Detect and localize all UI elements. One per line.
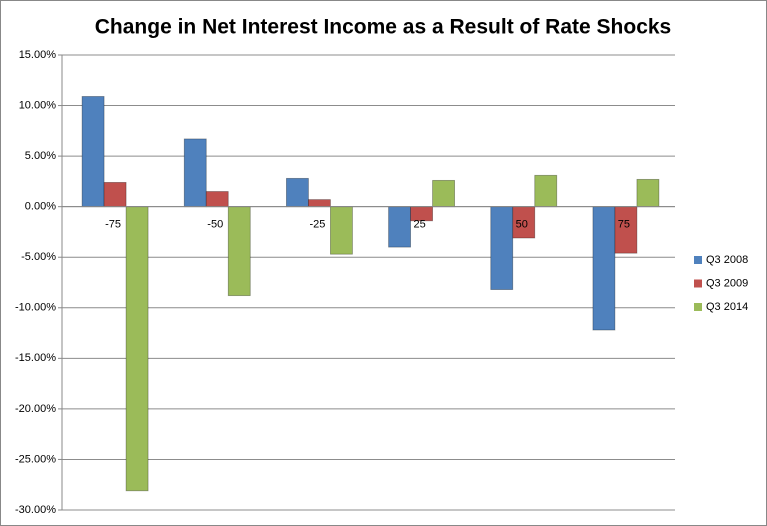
legend-label: Q3 2014	[706, 301, 748, 313]
x-tick-label: 25	[413, 219, 425, 231]
x-tick-label: -75	[105, 219, 121, 231]
bar	[308, 199, 331, 208]
y-tick-label: -20.00%	[15, 403, 56, 415]
y-tick-label: -15.00%	[15, 352, 56, 364]
legend-swatch	[694, 303, 702, 311]
y-tick-label: 15.00%	[19, 49, 57, 61]
bar	[388, 206, 411, 248]
y-tick-label: 0.00%	[25, 201, 56, 213]
legend-label: Q3 2009	[706, 277, 748, 289]
bar	[286, 177, 309, 208]
x-tick-label: -50	[207, 219, 223, 231]
legend-swatch	[694, 279, 702, 288]
y-tick-label: 5.00%	[25, 150, 56, 162]
bar	[330, 206, 353, 255]
bar	[592, 206, 616, 331]
bar	[432, 179, 455, 208]
y-tick-label: -10.00%	[15, 302, 56, 314]
bar	[183, 138, 207, 208]
bar	[227, 206, 251, 297]
legend-swatch	[694, 256, 702, 264]
y-tick-label: -30.00%	[15, 504, 56, 516]
bar	[205, 191, 229, 208]
y-tick-label: -25.00%	[15, 453, 56, 465]
bar	[103, 181, 127, 208]
chart-title: Change in Net Interest Income as a Resul…	[95, 16, 672, 39]
x-tick-label: 75	[618, 219, 630, 231]
bar	[81, 96, 105, 208]
bar	[490, 206, 514, 290]
y-tick-label: 10.00%	[19, 99, 57, 111]
x-tick-label: -25	[309, 219, 325, 231]
bar	[636, 178, 660, 208]
legend-label: Q3 2008	[706, 254, 748, 266]
bar	[125, 206, 149, 492]
x-tick-label: 50	[516, 219, 528, 231]
bar	[534, 174, 558, 208]
y-tick-label: -5.00%	[21, 251, 56, 263]
